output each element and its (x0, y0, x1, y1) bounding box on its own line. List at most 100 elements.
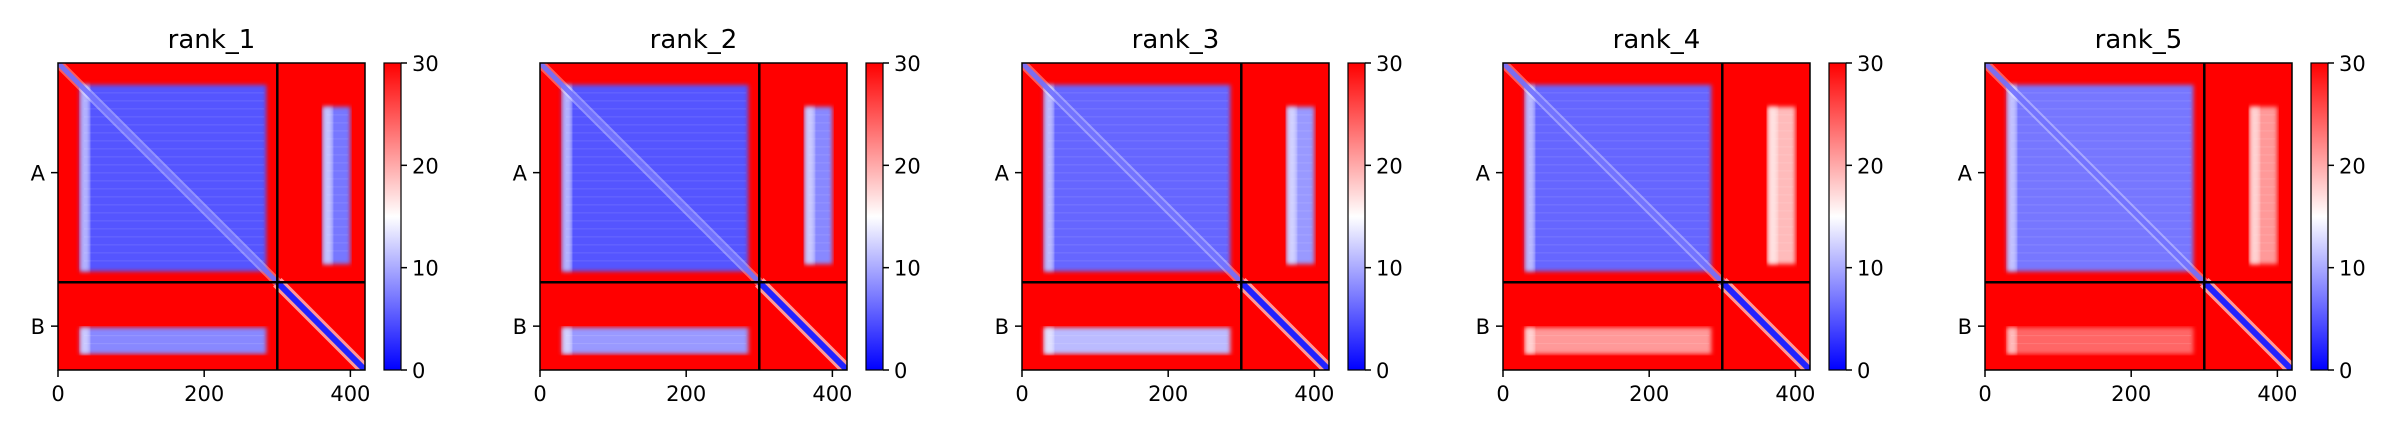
block-edge (1286, 106, 1297, 265)
y-tick-label: A (31, 162, 46, 186)
block-fill (561, 327, 749, 354)
panel-title: rank_4 (1613, 25, 1701, 55)
diagonal-chain-a-halo (1503, 63, 1726, 286)
x-tick-label: 400 (1294, 382, 1334, 406)
heatmap-block-a-b (2249, 106, 2278, 265)
heatmap-area (1503, 63, 1810, 370)
colorbar: 0 10 20 30 (1347, 52, 1403, 383)
block-fill (1524, 327, 1712, 354)
panel-title: rank_5 (2095, 25, 2183, 55)
x-tick-label: 200 (1629, 382, 1669, 406)
x-tick-label: 0 (1015, 382, 1028, 406)
heatmap-block-a-b (1767, 106, 1796, 265)
block-edge (79, 327, 90, 354)
colorbar-tick-label: 0 (1376, 359, 1389, 383)
x-tick-label: 200 (1148, 382, 1188, 406)
heatmap-block-b-a (79, 327, 267, 354)
colorbar-tick-label: 10 (1857, 257, 1884, 281)
diagonal-chain-a (1985, 63, 2207, 285)
colorbar: 0 10 20 30 (383, 52, 439, 383)
block-edge (561, 327, 572, 354)
colorbar-tick-label: 20 (1376, 154, 1403, 178)
diagonal-chain-a (540, 63, 762, 285)
block-fill (1043, 327, 1231, 354)
x-tick-label: 200 (184, 382, 224, 406)
diagonal-chain-a-halo (540, 63, 763, 286)
block-edge (1767, 106, 1778, 265)
x-tick-label: 400 (812, 382, 852, 406)
panel-3: rank_3 0 200 400 A B 0 10 20 30 (995, 25, 1403, 406)
x-tick-label: 0 (533, 382, 546, 406)
panel-title: rank_2 (650, 25, 738, 55)
diagonal-chain-a-halo (58, 63, 281, 286)
colorbar-gradient (1828, 62, 1847, 371)
heatmap-block-b-a (2006, 327, 2194, 354)
axes-frame (539, 62, 848, 371)
colorbar-tick-label: 10 (2339, 257, 2366, 281)
colorbar-gradient (383, 62, 402, 371)
colorbar-tick-label: 10 (412, 257, 439, 281)
diagonal-chain-b (1239, 280, 1329, 370)
y-tick-label: B (995, 315, 1009, 339)
panel-title: rank_1 (168, 25, 256, 55)
block-edge (79, 84, 90, 272)
heatmap-area (1985, 63, 2292, 370)
colorbar-tick-label: 30 (2339, 52, 2366, 76)
diagonal-chain-a (1022, 63, 1244, 285)
diagonal-chain-b (757, 280, 847, 370)
colorbar-tick-label: 0 (894, 359, 907, 383)
x-tick-label: 0 (1978, 382, 1991, 406)
axes-frame (1021, 62, 1330, 371)
block-fill (79, 327, 267, 354)
y-tick-label: B (1958, 315, 1972, 339)
x-tick-label: 200 (2111, 382, 2151, 406)
y-tick-label: A (1476, 162, 1491, 186)
colorbar-tick-label: 0 (2339, 359, 2352, 383)
x-tick-label: 400 (1775, 382, 1815, 406)
heatmap-block-a-b (804, 106, 833, 265)
y-tick-label: B (1476, 315, 1490, 339)
y-tick-label: A (513, 162, 528, 186)
heatmap-area (58, 63, 365, 370)
colorbar-tick-label: 0 (1857, 359, 1870, 383)
heatmap-block-b-a (1524, 327, 1712, 354)
y-tick-label: B (513, 315, 527, 339)
x-tick-label: 400 (330, 382, 370, 406)
colorbar-tick-label: 0 (412, 359, 425, 383)
heatmap-area (540, 63, 847, 370)
colorbar-tick-label: 20 (2339, 154, 2366, 178)
x-tick-label: 200 (666, 382, 706, 406)
diagonal-chain-b (275, 280, 365, 370)
block-edge (2249, 106, 2260, 265)
panel-4: rank_4 0 200 400 A B 0 10 20 30 (1476, 25, 1884, 406)
axes-frame (1984, 62, 2293, 371)
diagonal-chain-a-halo (1985, 63, 2208, 286)
colorbar-tick-label: 30 (1376, 52, 1403, 76)
colorbar-gradient (865, 62, 884, 371)
heatmap-area (1022, 63, 1329, 370)
heatmap-block-a-b (1286, 106, 1315, 265)
block-edge (322, 106, 333, 265)
panel-title: rank_3 (1132, 25, 1220, 55)
block-edge (2006, 84, 2017, 272)
x-tick-label: 400 (2257, 382, 2297, 406)
heatmap-block-b-a (1043, 327, 1231, 354)
colorbar-tick-label: 30 (894, 52, 921, 76)
colorbar-tick-label: 30 (412, 52, 439, 76)
colorbar: 0 10 20 30 (1828, 52, 1884, 383)
colorbar-tick-label: 10 (894, 257, 921, 281)
block-edge (804, 106, 815, 265)
block-edge (1524, 327, 1535, 354)
panel-5: rank_5 0 200 400 A B 0 10 20 30 (1958, 25, 2366, 406)
x-tick-label: 0 (51, 382, 64, 406)
colorbar-tick-label: 30 (1857, 52, 1884, 76)
heatmap-block-a-b (322, 106, 351, 265)
panel-1: rank_1 0 200 400 A B 0 10 20 30 (31, 25, 439, 406)
diagonal-chain-a (58, 63, 280, 285)
diagonal-chain-b (2202, 280, 2292, 370)
y-tick-label: A (1958, 162, 1973, 186)
block-edge (1524, 84, 1535, 272)
x-tick-label: 0 (1496, 382, 1509, 406)
